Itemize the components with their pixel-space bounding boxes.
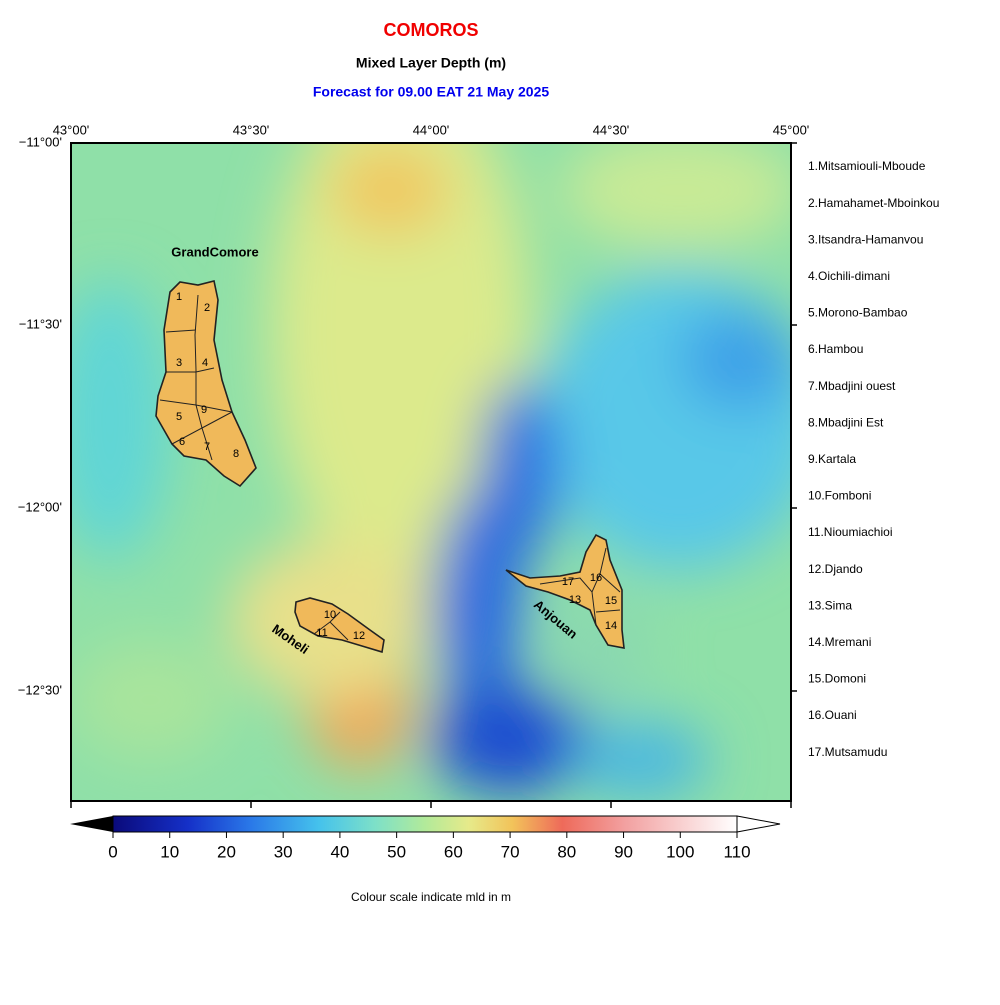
- region-number: 3: [176, 357, 182, 369]
- region-number: 16: [590, 572, 602, 584]
- colorbar-tick-label: 30: [274, 842, 293, 861]
- colorbar-tick-label: 110: [723, 842, 750, 861]
- x-axis-label: 43°00': [53, 122, 90, 137]
- legend-entry: 16.Ouani: [808, 708, 857, 722]
- y-axis-label: −11°30': [19, 316, 62, 331]
- y-axis-label: −11°00': [19, 134, 62, 149]
- colorbar-tick-label: 100: [666, 842, 694, 861]
- legend-entry: 17.Mutsamudu: [808, 745, 887, 759]
- grand-comore: [155, 280, 257, 488]
- x-axis-label: 44°00': [413, 122, 450, 137]
- colorbar-tick-label: 90: [614, 842, 633, 861]
- legend-entry: 14.Mremani: [808, 635, 871, 649]
- region-number: 17: [562, 576, 574, 588]
- region-number: 4: [202, 357, 208, 369]
- colorbar-tick-label: 10: [160, 842, 179, 861]
- legend-entry: 9.Kartala: [808, 452, 856, 466]
- region-number: 10: [324, 609, 336, 621]
- y-axis-label: −12°30': [18, 682, 62, 697]
- region-number: 12: [353, 630, 365, 642]
- region-number: 2: [204, 302, 210, 314]
- colorbar-tick-label: 40: [330, 842, 349, 861]
- region-number: 8: [233, 448, 239, 460]
- y-axis-label: −12°00': [18, 499, 62, 514]
- colorbar: [112, 815, 738, 833]
- colorbar-under: [70, 816, 113, 832]
- legend-entry: 11.Nioumiachioi: [808, 525, 893, 539]
- region-number: 11: [316, 627, 327, 639]
- colorbar-tick-label: 0: [108, 842, 117, 861]
- mld-field: [71, 143, 791, 801]
- legend-entry: 10.Fomboni: [808, 489, 871, 503]
- colorbar-tick-label: 50: [387, 842, 406, 861]
- forecast: Forecast for 09.00 EAT 21 May 2025: [313, 84, 550, 100]
- colorbar-tick-label: 80: [557, 842, 576, 861]
- region-number: 1: [176, 291, 182, 303]
- region-number: 9: [201, 404, 207, 416]
- x-axis-label: 45°00': [773, 122, 810, 137]
- region-number: 13: [569, 594, 581, 606]
- colorbar-tick-label: 70: [501, 842, 520, 861]
- legend-entry: 13.Sima: [808, 598, 852, 612]
- x-axis-label: 43°30': [233, 122, 270, 137]
- anjouan: [505, 533, 625, 649]
- legend-entry: 3.Itsandra-Hamanvou: [808, 232, 923, 246]
- moheli: [294, 597, 385, 654]
- legend-entry: 4.Oichili-dimani: [808, 269, 890, 283]
- region-number: 6: [179, 436, 185, 448]
- caption: Colour scale indicate mld in m: [351, 890, 511, 904]
- legend-entry: 7.Mbadjini ouest: [808, 379, 896, 393]
- region-number: 7: [204, 441, 210, 453]
- colorbar-tick-label: 60: [444, 842, 463, 861]
- island-name: GrandComore: [171, 244, 258, 259]
- legend-entry: 12.Djando: [808, 562, 863, 576]
- legend-entry: 15.Domoni: [808, 672, 866, 686]
- subtitle: Mixed Layer Depth (m): [356, 55, 506, 71]
- legend-entry: 6.Hambou: [808, 342, 863, 356]
- legend-entry: 2.Hamahamet-Mboinkou: [808, 196, 939, 210]
- title: COMOROS: [383, 20, 478, 40]
- colorbar-tick-label: 20: [217, 842, 236, 861]
- region-number: 15: [605, 595, 617, 607]
- region-number: 14: [605, 620, 617, 632]
- legend-entry: 1.Mitsamiouli-Mboude: [808, 159, 926, 173]
- x-axis-label: 44°30': [593, 122, 630, 137]
- legend-entry: 5.Morono-Bambao: [808, 306, 908, 320]
- region-number: 5: [176, 411, 182, 423]
- colorbar-over: [736, 815, 781, 833]
- legend-entry: 8.Mbadjini Est: [808, 415, 884, 429]
